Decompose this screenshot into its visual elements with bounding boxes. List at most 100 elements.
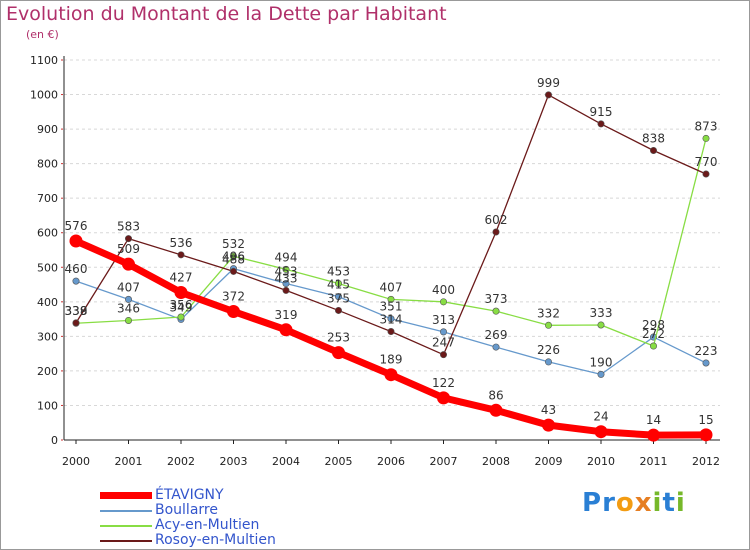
data-label: 536 — [170, 236, 193, 250]
x-tick-label: 2007 — [430, 455, 458, 468]
data-label: 122 — [432, 376, 455, 390]
data-point — [227, 304, 240, 318]
data-point — [122, 257, 135, 271]
legend-item: Rosoy-en-Multien — [100, 532, 340, 548]
data-point — [699, 428, 713, 442]
x-tick-label: 2003 — [220, 455, 248, 468]
data-point — [542, 418, 555, 432]
data-label: 494 — [275, 250, 298, 264]
data-point — [439, 298, 447, 306]
data-label: 349 — [170, 300, 193, 314]
y-tick-label: 1100 — [30, 54, 58, 67]
x-tick-label: 2001 — [115, 455, 143, 468]
data-label: 226 — [537, 343, 560, 357]
legend-label: ÉTAVIGNY — [155, 487, 224, 503]
data-point — [489, 403, 503, 417]
data-point — [69, 234, 83, 248]
data-label: 770 — [695, 155, 718, 169]
data-point — [334, 280, 342, 288]
data-point — [437, 391, 450, 405]
data-label: 999 — [537, 76, 560, 90]
data-label: 269 — [485, 328, 508, 342]
y-tick-label: 500 — [37, 261, 58, 274]
data-point — [387, 295, 395, 303]
data-point — [594, 425, 608, 439]
data-label: 14 — [646, 413, 661, 427]
data-label: 915 — [590, 105, 613, 119]
data-point — [72, 277, 80, 285]
data-label: 400 — [432, 283, 455, 297]
data-point — [492, 343, 500, 351]
logo-letter: x — [634, 488, 653, 518]
data-point — [332, 346, 345, 360]
legend-swatch — [100, 492, 152, 499]
data-point — [544, 321, 552, 329]
x-tick-label: 2005 — [325, 455, 353, 468]
data-label: 576 — [65, 219, 88, 233]
data-label: 15 — [698, 413, 713, 427]
data-label: 86 — [488, 388, 503, 402]
data-point — [230, 267, 238, 275]
data-point — [597, 321, 605, 329]
data-label: 298 — [642, 318, 665, 332]
x-tick-label: 2011 — [640, 455, 668, 468]
data-label: 253 — [327, 331, 350, 345]
data-point — [492, 307, 500, 315]
y-tick-label: 700 — [37, 192, 58, 205]
data-point — [649, 342, 657, 350]
legend-item: Boullarre — [100, 502, 340, 518]
data-point — [177, 251, 185, 259]
data-point — [230, 252, 238, 260]
data-label: 333 — [590, 306, 613, 320]
legend-swatch — [100, 510, 152, 512]
y-tick-label: 400 — [37, 296, 58, 309]
data-label: 372 — [222, 289, 245, 303]
x-tick-label: 2010 — [587, 455, 615, 468]
data-label: 496 — [222, 250, 245, 264]
data-label: 838 — [642, 132, 665, 146]
y-tick-label: 100 — [37, 399, 58, 412]
data-label: 189 — [380, 353, 403, 367]
y-tick-label: 600 — [37, 227, 58, 240]
data-point — [492, 228, 500, 236]
data-label: 433 — [275, 271, 298, 285]
data-label: 223 — [695, 344, 718, 358]
logo-letter: o — [615, 488, 635, 518]
legend-swatch — [100, 525, 152, 527]
chart-unit-label: (en €) — [26, 28, 59, 41]
chart-title: Evolution du Montant de la Dette par Hab… — [6, 3, 447, 25]
data-label: 190 — [590, 355, 613, 369]
y-tick-label: 300 — [37, 330, 58, 343]
data-point — [649, 147, 657, 155]
data-label: 415 — [327, 278, 350, 292]
data-label: 24 — [593, 410, 608, 424]
data-label: 332 — [537, 306, 560, 320]
data-label: 873 — [695, 119, 718, 133]
data-label: 351 — [380, 300, 403, 314]
legend-item: ÉTAVIGNY — [100, 487, 340, 503]
y-tick-label: 200 — [37, 365, 58, 378]
data-point — [279, 323, 293, 337]
proxiti-logo: Proxiti — [582, 488, 686, 518]
data-point — [544, 91, 552, 99]
legend-label: Acy-en-Multien — [155, 517, 260, 533]
logo-letter: P — [582, 488, 603, 518]
legend-label: Rosoy-en-Multien — [155, 532, 276, 548]
x-tick-label: 2008 — [482, 455, 510, 468]
data-point — [702, 134, 710, 142]
data-label: 338 — [65, 304, 88, 318]
data-label: 583 — [117, 220, 140, 234]
y-tick-label: 800 — [37, 158, 58, 171]
logo-letter: r — [602, 488, 616, 518]
data-point — [177, 313, 185, 321]
data-point — [334, 306, 342, 314]
data-point — [387, 315, 395, 323]
data-point — [334, 293, 342, 301]
x-tick-label: 2004 — [272, 455, 300, 468]
data-point — [702, 359, 710, 367]
data-point — [125, 316, 133, 324]
data-label: 314 — [380, 313, 403, 327]
logo-letter: i — [652, 488, 663, 518]
data-label: 509 — [117, 242, 140, 256]
data-label: 375 — [327, 291, 350, 305]
